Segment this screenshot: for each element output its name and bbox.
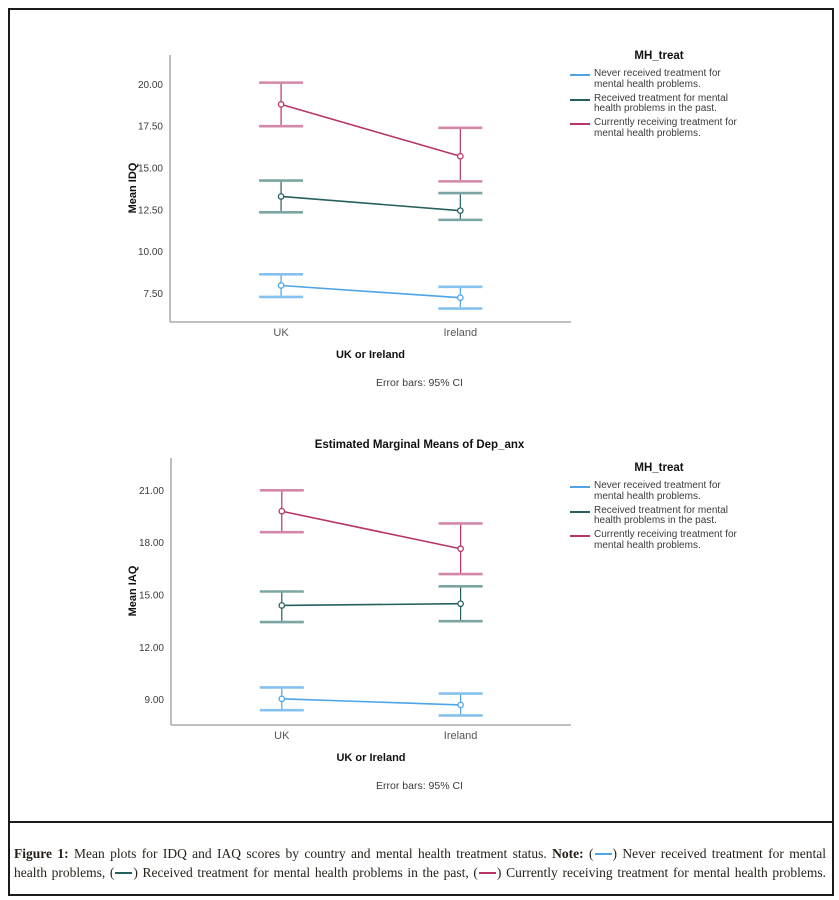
mean-line bbox=[281, 195, 461, 212]
mean-marker bbox=[278, 507, 286, 515]
current-treatment-line-swatch bbox=[478, 871, 496, 874]
past-treatment-line-swatch bbox=[570, 98, 590, 101]
mean-line bbox=[281, 698, 461, 706]
y-tick-label: 7.50 bbox=[144, 289, 164, 300]
mean-line bbox=[281, 510, 461, 550]
legend-entry-label: Currently receiving treatment for mental… bbox=[594, 529, 737, 551]
mean-marker bbox=[456, 152, 464, 160]
y-tick-label: 12.00 bbox=[139, 643, 164, 654]
x-category-label: UK bbox=[274, 730, 290, 742]
x-category-label: Ireland bbox=[444, 327, 478, 339]
caption-line-1: Figure 1: Mean plots for IDQ and IAQ sco… bbox=[14, 846, 826, 861]
mean-marker bbox=[457, 545, 464, 553]
iaq-y-axis-title: Mean IAQ bbox=[127, 565, 139, 617]
x-category-label: UK bbox=[273, 327, 289, 339]
y-tick-label: 15.00 bbox=[138, 163, 163, 174]
mean-marker bbox=[278, 602, 286, 609]
y-tick-label: 15.00 bbox=[139, 590, 164, 601]
y-tick-label: 10.00 bbox=[138, 247, 163, 258]
legend-entry-label: Received treatment for mental health pro… bbox=[594, 92, 728, 115]
never-treatment-line-swatch bbox=[570, 486, 590, 488]
note-label: Note: bbox=[552, 846, 584, 861]
mean-marker bbox=[277, 282, 285, 289]
y-tick-label: 12.50 bbox=[138, 205, 163, 216]
past-treatment-line-swatch bbox=[570, 510, 590, 513]
idq-legend: MH_treat Never received treatment for me… bbox=[570, 50, 748, 143]
idq-y-axis-title: Mean IDQ bbox=[127, 162, 139, 214]
mean-line bbox=[281, 602, 461, 607]
mean-marker bbox=[457, 600, 464, 608]
mean-plot-0: 7.50 10.00 12.50 15.00 17.50 20.00 UK Ireland bbox=[138, 55, 571, 339]
caption-divider-line bbox=[8, 821, 834, 823]
figure-number-label: Figure 1: bbox=[14, 846, 69, 861]
current-treatment-line-swatch bbox=[570, 123, 590, 126]
dep-anx-chart-title: Estimated Marginal Means of Dep_anx bbox=[314, 439, 525, 451]
legend-entry-past: Received treatment for mental health pro… bbox=[570, 504, 748, 528]
y-tick-label: 9.00 bbox=[145, 695, 165, 706]
mean-marker bbox=[277, 193, 285, 200]
mean-line bbox=[281, 284, 461, 299]
mean-marker bbox=[456, 207, 464, 215]
series-never bbox=[259, 272, 483, 310]
figure-caption: Figure 1: Mean plots for IDQ and IAQ sco… bbox=[14, 845, 826, 882]
mean-marker bbox=[277, 101, 285, 108]
series-received bbox=[259, 179, 483, 222]
current-treatment-line-swatch bbox=[570, 535, 590, 538]
legend-entry-current: Currently receiving treatment for mental… bbox=[570, 529, 748, 552]
y-tick-label: 21.00 bbox=[139, 486, 164, 497]
series-received bbox=[259, 584, 483, 624]
series-currently bbox=[259, 81, 483, 183]
legend-entry-label: Received treatment for mental health pro… bbox=[594, 504, 728, 527]
mean-plot-1: 9.00 12.00 15.00 18.00 21.00 UK Ireland bbox=[139, 458, 571, 742]
legend-entry-past: Received treatment for mental health pro… bbox=[570, 92, 748, 116]
caption-line-2: health problems, () Received treatment f… bbox=[14, 864, 826, 880]
legend-entry-label: Currently receiving treatment for mental… bbox=[594, 117, 737, 139]
series-currently bbox=[259, 488, 483, 576]
legend-title: MH_treat bbox=[634, 462, 684, 474]
iaq-x-axis-title: UK or Ireland bbox=[336, 752, 406, 764]
legend-entry-label: Never received treatment for mental heal… bbox=[594, 68, 721, 90]
y-tick-label: 17.50 bbox=[138, 122, 163, 133]
legend-entry-never: Never received treatment for mental heal… bbox=[570, 68, 748, 91]
mean-marker bbox=[456, 294, 464, 302]
series-never bbox=[259, 686, 483, 717]
figure-border bbox=[8, 8, 834, 896]
y-tick-label: 18.00 bbox=[139, 538, 164, 549]
iaq-legend: MH_treat Never received treatment for me… bbox=[570, 462, 748, 555]
iaq-error-bar-footnote: Error bars: 95% CI bbox=[376, 780, 463, 792]
legend-entry-label: Never received treatment for mental heal… bbox=[594, 480, 721, 502]
past-treatment-line-swatch bbox=[115, 871, 133, 874]
mean-marker bbox=[457, 701, 464, 709]
mean-line bbox=[280, 103, 461, 158]
legend-title: MH_treat bbox=[634, 50, 684, 62]
y-tick-label: 20.00 bbox=[138, 80, 163, 91]
never-treatment-line-swatch bbox=[594, 853, 612, 855]
legend-entry-current: Currently receiving treatment for mental… bbox=[570, 117, 748, 140]
x-category-label: Ireland bbox=[444, 730, 478, 742]
legend-entry-never: Never received treatment for mental heal… bbox=[570, 480, 748, 503]
mean-marker bbox=[278, 695, 286, 703]
never-treatment-line-swatch bbox=[570, 74, 590, 76]
idq-error-bar-footnote: Error bars: 95% CI bbox=[376, 377, 463, 389]
idq-x-axis-title: UK or Ireland bbox=[335, 349, 406, 361]
